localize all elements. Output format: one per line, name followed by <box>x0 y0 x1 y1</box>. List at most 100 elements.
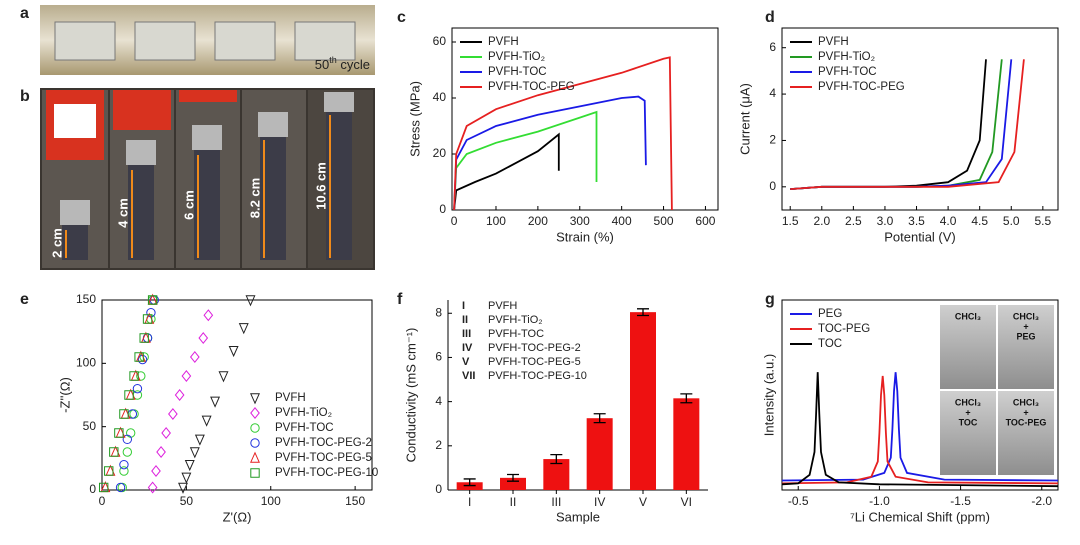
caption-part: th <box>329 55 337 65</box>
marker <box>119 409 129 419</box>
length-label: 10.6 cm <box>313 162 328 210</box>
x-tick-label: III <box>551 495 561 509</box>
x-tick-label: IV <box>594 495 605 509</box>
plot-frame <box>781 299 1059 491</box>
inset-label: TOC-PEG <box>1006 417 1047 427</box>
x-axis-title: Strain (%) <box>556 229 614 244</box>
y-tick-label: 6 <box>769 40 776 54</box>
marker <box>198 332 209 344</box>
x-axis-title: ⁷Li Chemical Shift (ppm) <box>850 509 990 524</box>
x-tick-label: 150 <box>345 494 365 508</box>
length-label: 8.2 cm <box>247 178 262 218</box>
marker <box>114 428 124 438</box>
line-series <box>781 375 1059 485</box>
y-axis-title: Intensity (a.u.) <box>761 354 776 436</box>
line-series <box>453 95 647 211</box>
panel-label: g <box>765 291 775 308</box>
legend-marker <box>250 468 260 478</box>
line-series <box>453 110 598 211</box>
marker <box>228 345 239 358</box>
legend-label: PVFH-TOC <box>818 66 877 78</box>
x-tick-label: 500 <box>654 214 674 228</box>
legend-label: TOC-PEG <box>818 323 870 335</box>
line-series <box>790 59 1013 190</box>
x-tick-label: 3.5 <box>908 214 925 228</box>
y-tick-label: 6 <box>435 350 442 364</box>
x-tick-label: 100 <box>486 214 506 228</box>
error-bar <box>593 413 606 424</box>
y-tick-label: 2 <box>435 438 442 452</box>
marker <box>194 434 205 446</box>
marker <box>109 447 119 457</box>
marker <box>136 371 146 381</box>
legend-label: PVFH-TOC-PEG-10 <box>275 467 378 479</box>
y-tick-label: 60 <box>433 34 447 48</box>
marker <box>115 482 126 493</box>
panel-label: f <box>397 291 403 308</box>
marker <box>147 481 158 494</box>
marker <box>181 472 192 484</box>
marker <box>147 295 158 305</box>
key-name: PVFH <box>488 300 517 312</box>
marker <box>151 465 161 477</box>
marker <box>125 428 136 438</box>
line-series <box>790 59 1025 190</box>
inset-label: CHCl₃ <box>955 397 981 407</box>
marker <box>122 434 133 445</box>
legend-label: PVFH-TOC <box>275 422 334 434</box>
legend-label: PVFH-TOC-PEG <box>488 81 575 93</box>
legend-marker <box>250 393 260 405</box>
x-tick-label: V <box>639 495 647 509</box>
x-tick-label: 2.0 <box>813 214 830 228</box>
marker <box>245 295 256 307</box>
length-label: 2 cm <box>49 228 64 258</box>
x-tick-label: 600 <box>695 214 715 228</box>
key-name: PVFH-TOC-PEG-2 <box>488 342 581 354</box>
y-tick-label: 150 <box>76 292 96 306</box>
marker <box>124 390 134 400</box>
legend-label: PVFH-TOC <box>488 66 547 78</box>
inset-label: + <box>965 407 970 417</box>
y-axis-title: -Z''(Ω) <box>57 377 72 413</box>
marker <box>184 459 195 472</box>
legend-label: PVFH-TOC-PEG <box>818 81 905 93</box>
key-numeral: II <box>462 314 468 326</box>
line-series <box>781 372 1059 482</box>
marker <box>104 466 114 476</box>
x-tick-label: -1.0 <box>869 494 890 508</box>
marker <box>238 323 249 335</box>
x-tick-label: 400 <box>612 214 632 228</box>
error-bar <box>507 473 519 482</box>
key-numeral: V <box>462 356 470 368</box>
legend-label: PEG <box>818 308 842 320</box>
inset-photo <box>940 305 996 389</box>
inset-label: CHCl₃ <box>1013 397 1039 407</box>
length-label: 4 cm <box>115 198 130 228</box>
x-tick-label: 300 <box>570 214 590 228</box>
key-numeral: IV <box>462 342 473 354</box>
y-tick-label: 0 <box>769 179 776 193</box>
y-tick-label: 40 <box>433 90 447 104</box>
legend-label: PVFH-TiO₂ <box>818 51 875 63</box>
panel-label: a <box>20 5 29 22</box>
bar <box>630 312 656 490</box>
key-numeral: I <box>462 300 465 312</box>
legend-label: PVFH <box>818 36 849 48</box>
photo-caption: 50th cycle <box>315 55 370 72</box>
line-series <box>781 372 1059 488</box>
legend-label: PVFH <box>488 36 519 48</box>
panel-label: e <box>20 291 29 308</box>
x-tick-label: 4.5 <box>971 214 988 228</box>
panel-label: c <box>397 9 406 26</box>
x-tick-label: I <box>468 495 471 509</box>
y-axis-title: Conductivity (mS cm⁻¹) <box>403 328 418 463</box>
key-name: PVFH-TOC <box>488 328 544 340</box>
inset-photo <box>998 305 1054 389</box>
y-tick-label: 4 <box>435 394 442 408</box>
line-series <box>790 59 1003 190</box>
inset-label: PEG <box>1016 331 1035 341</box>
y-tick-label: 0 <box>439 202 446 216</box>
marker <box>119 466 129 476</box>
marker <box>174 389 185 401</box>
panel-label: b <box>20 88 30 105</box>
